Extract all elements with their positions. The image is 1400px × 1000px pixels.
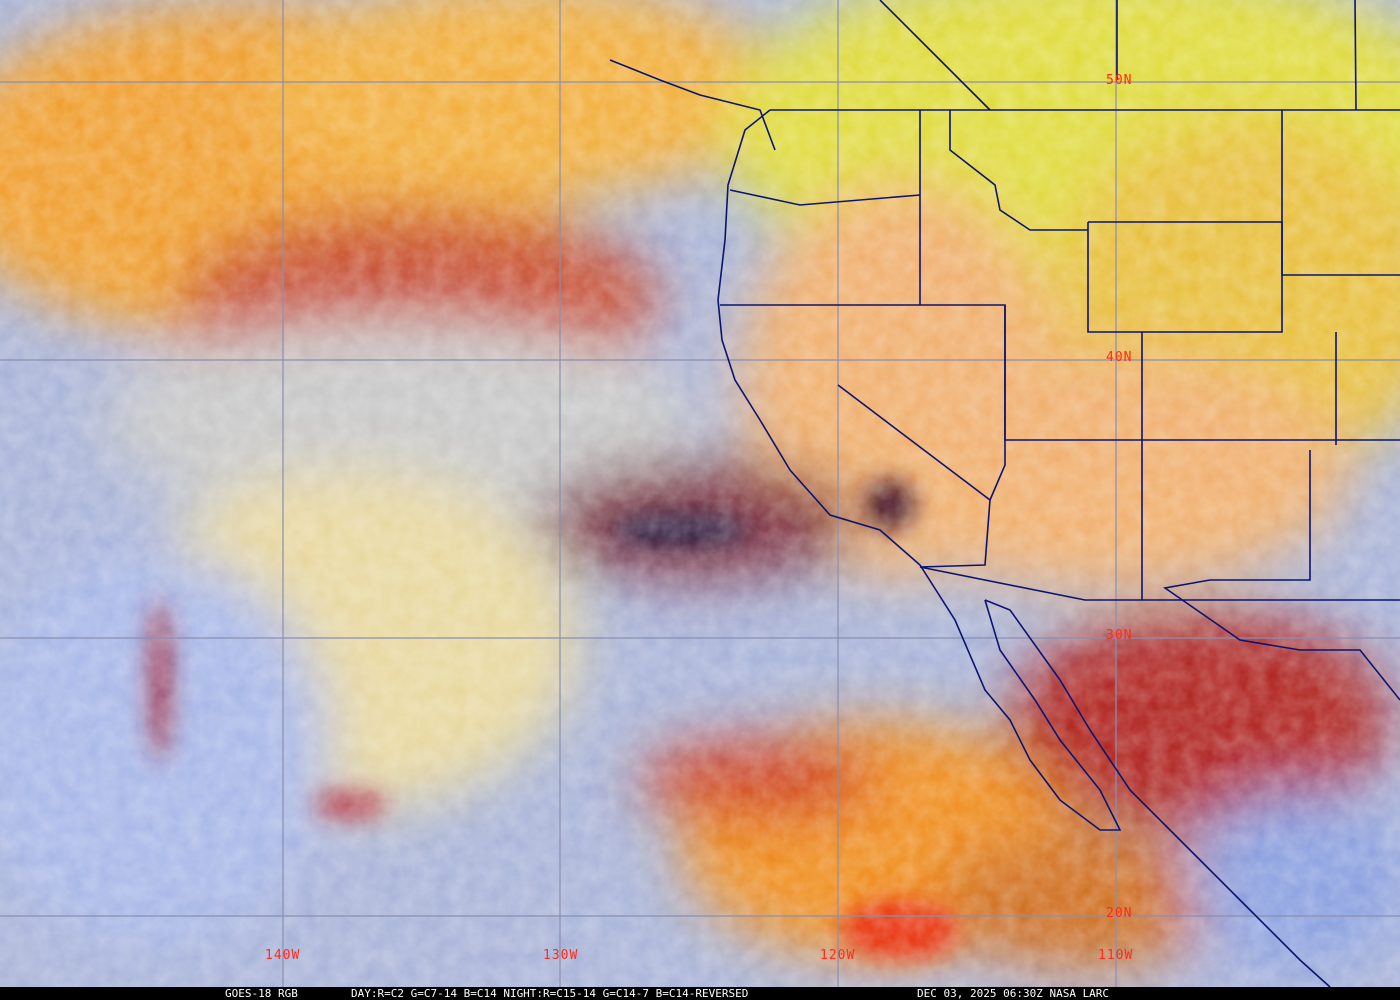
longitude-label-130w: 130W [543,948,579,963]
latitude-label-20n: 20N [1106,906,1133,921]
rgb-recipe: DAY:R=C2 G=C7-14 B=C14 NIGHT:R=C15-14 G=… [351,987,749,1000]
latitude-label-40n: 40N [1106,350,1133,365]
latitude-label-30n: 30N [1106,628,1133,643]
longitude-label-120w: 120W [820,948,856,963]
image-caption-bar: GOES-18 RGB DAY:R=C2 G=C7-14 B=C14 NIGHT… [0,987,1400,1000]
longitude-label-140w: 140W [265,948,301,963]
timestamp-credit: DEC 03, 2025 06:30Z NASA LARC [917,987,1110,1000]
satellite-name: GOES-18 RGB [225,987,298,1000]
coastlines-and-borders [609,0,1400,987]
latitude-label-50n: 50N [1106,73,1133,88]
longitude-label-110w: 110W [1098,948,1134,963]
